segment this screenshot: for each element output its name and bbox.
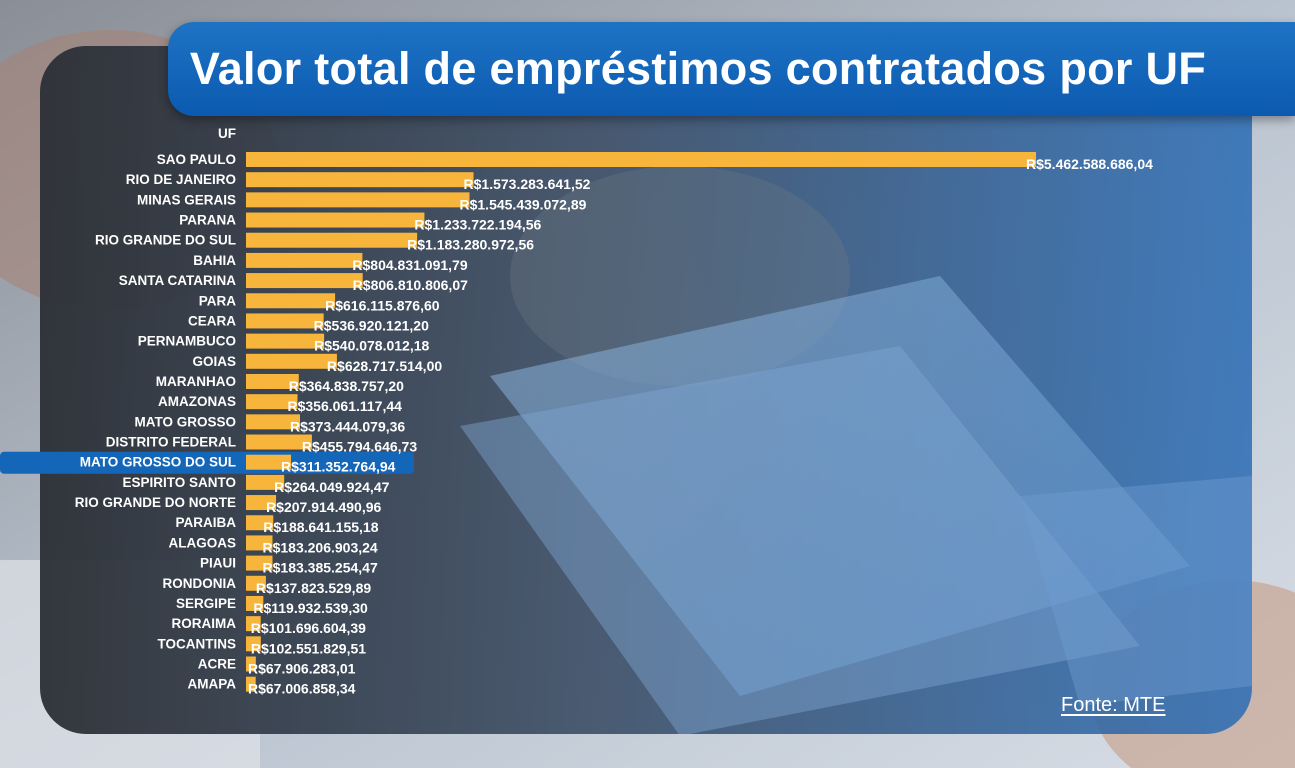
- bar-para: [246, 293, 336, 309]
- category-label-alagoas: ALAGOAS: [169, 535, 237, 550]
- bar-rio-grande-do-norte: [246, 495, 277, 511]
- category-label-piaui: PIAUI: [200, 556, 236, 571]
- category-label-amapa: AMAPA: [188, 677, 237, 692]
- bar-roraima: [246, 616, 261, 632]
- value-label-maranhao: R$364.838.757,20: [289, 378, 404, 394]
- category-label-pernambuco: PERNAMBUCO: [138, 334, 236, 349]
- category-label-maranhao: MARANHAO: [156, 374, 236, 389]
- bar-sergipe: [246, 595, 264, 611]
- value-label-rio-grande-do-norte: R$207.914.490,96: [266, 499, 381, 515]
- category-label-rondonia: RONDONIA: [163, 576, 237, 591]
- value-label-mato-grosso: R$373.444.079,36: [290, 418, 405, 434]
- source-note: Fonte: MTE: [1061, 694, 1166, 716]
- category-label-amazonas: AMAZONAS: [158, 394, 236, 409]
- bar-paraiba: [246, 515, 274, 531]
- value-label-sao-paulo: R$5.462.588.686,04: [1026, 156, 1153, 172]
- value-label-sergipe: R$119.932.539,30: [253, 600, 368, 616]
- category-label-sao-paulo: SAO PAULO: [157, 152, 236, 167]
- category-label-rio-de-janeiro: RIO DE JANEIRO: [126, 172, 236, 187]
- value-label-distrito-federal: R$455.794.646,73: [302, 439, 417, 455]
- value-label-roraima: R$101.696.604,39: [251, 620, 366, 636]
- value-label-mato-grosso-do-sul: R$311.352.764,94: [281, 459, 396, 475]
- value-label-tocantins: R$102.551.829,51: [251, 640, 366, 656]
- bar-tocantins: [246, 636, 261, 652]
- value-label-ceara: R$536.920.121,20: [314, 317, 429, 333]
- bar-parana: [246, 212, 425, 228]
- value-label-rio-grande-do-sul: R$1.183.280.972,56: [407, 237, 534, 253]
- category-label-espirito-santo: ESPIRITO SANTO: [122, 475, 236, 490]
- title-banner: Valor total de empréstimos contratados p…: [168, 22, 1295, 116]
- category-label-minas-gerais: MINAS GERAIS: [137, 192, 236, 207]
- bar-bahia: [246, 252, 363, 268]
- category-label-para: PARA: [199, 293, 237, 308]
- category-label-parana: PARANA: [179, 213, 236, 228]
- value-label-espirito-santo: R$264.049.924,47: [274, 479, 389, 495]
- category-label-mato-grosso: MATO GROSSO: [134, 414, 236, 429]
- chart-panel: [40, 46, 1252, 734]
- bar-amazonas: [246, 394, 298, 410]
- bar-pernambuco: [246, 333, 325, 349]
- value-label-bahia: R$804.831.091,79: [352, 257, 467, 273]
- value-label-acre: R$67.906.283,01: [248, 661, 356, 677]
- value-label-minas-gerais: R$1.545.439.072,89: [460, 196, 587, 212]
- page-title: Valor total de empréstimos contratados p…: [189, 43, 1207, 94]
- value-label-parana: R$1.233.722.194,56: [414, 217, 541, 233]
- value-label-rondonia: R$137.823.529,89: [256, 580, 371, 596]
- category-label-santa-catarina: SANTA CATARINA: [119, 273, 236, 288]
- value-label-amapa: R$67.006.858,34: [248, 681, 356, 697]
- category-label-mato-grosso-do-sul: MATO GROSSO DO SUL: [80, 455, 236, 470]
- category-label-bahia: BAHIA: [193, 253, 236, 268]
- bar-rio-de-janeiro: [246, 172, 474, 188]
- bar-acre: [246, 656, 256, 672]
- value-label-alagoas: R$183.206.903,24: [262, 539, 377, 555]
- category-label-acre: ACRE: [198, 657, 236, 672]
- category-label-ceara: CEARA: [188, 313, 236, 328]
- bar-maranhao: [246, 373, 299, 389]
- bar-espirito-santo: [246, 474, 285, 490]
- bar-minas-gerais: [246, 192, 470, 208]
- value-label-rio-de-janeiro: R$1.573.283.641,52: [464, 176, 591, 192]
- category-label-distrito-federal: DISTRITO FEDERAL: [106, 435, 236, 450]
- value-label-para: R$616.115.876,60: [325, 297, 440, 313]
- bar-piaui: [246, 555, 273, 571]
- category-label-sergipe: SERGIPE: [176, 596, 236, 611]
- bar-amapa: [246, 676, 256, 692]
- bar-rondonia: [246, 575, 266, 591]
- bar-ceara: [246, 313, 324, 329]
- bar-goias: [246, 353, 337, 369]
- bar-alagoas: [246, 535, 273, 551]
- value-label-pernambuco: R$540.078.012,18: [314, 338, 429, 354]
- category-label-paraiba: PARAIBA: [176, 515, 237, 530]
- bar-mato-grosso-do-sul: [246, 454, 292, 470]
- bar-sao-paulo: [246, 152, 1036, 167]
- category-label-goias: GOIAS: [192, 354, 236, 369]
- category-label-roraima: RORAIMA: [172, 616, 237, 631]
- value-label-piaui: R$183.385.254,47: [263, 560, 378, 576]
- bar-mato-grosso: [246, 414, 301, 430]
- bar-distrito-federal: [246, 434, 312, 450]
- highlight-row-band: [0, 451, 414, 474]
- bar-rio-grande-do-sul: [246, 232, 418, 248]
- category-label-tocantins: TOCANTINS: [157, 636, 236, 651]
- bar-santa-catarina: [246, 273, 363, 289]
- category-label-rio-grande-do-norte: RIO GRANDE DO NORTE: [75, 495, 236, 510]
- category-label-rio-grande-do-sul: RIO GRANDE DO SUL: [95, 233, 236, 248]
- value-label-santa-catarina: R$806.810.806,07: [353, 277, 468, 293]
- value-label-paraiba: R$188.641.155,18: [263, 519, 378, 535]
- category-axis-title: UF: [218, 126, 236, 141]
- value-label-amazonas: R$356.061.117,44: [287, 398, 402, 414]
- value-label-goias: R$628.717.514,00: [327, 358, 442, 374]
- panel-background: [40, 46, 1252, 734]
